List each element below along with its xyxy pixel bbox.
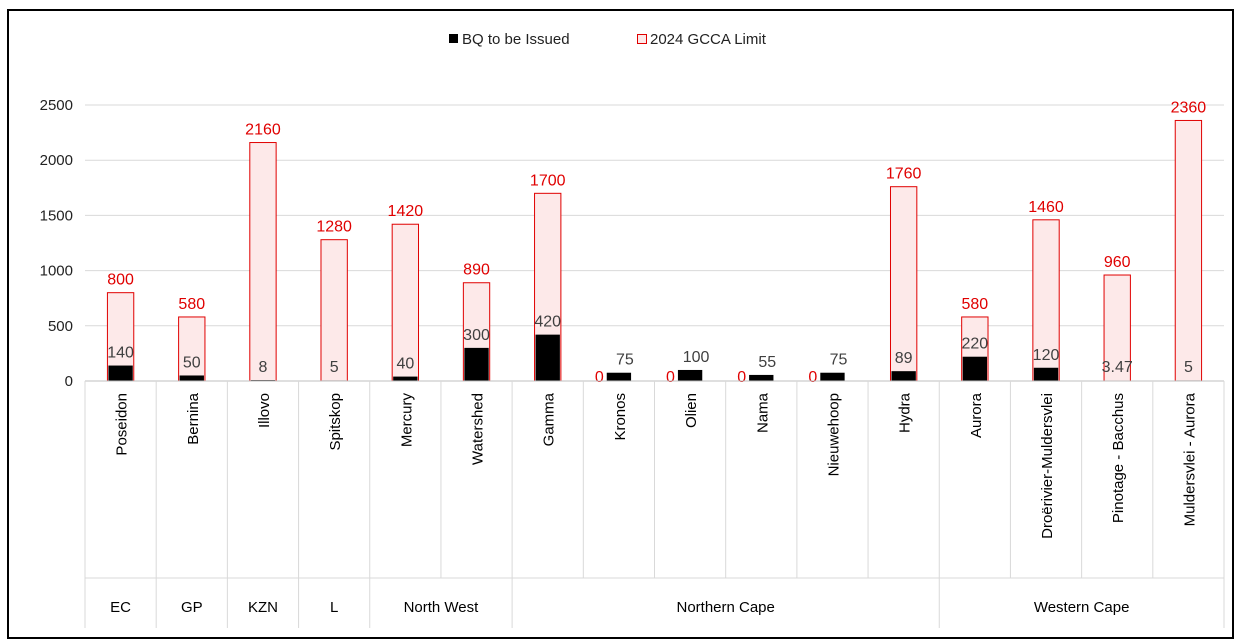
data-label-gcca: 1460 [1028,199,1064,216]
data-label-gcca: 2360 [1171,99,1207,116]
data-label-gcca: 1700 [530,172,566,189]
x-category-label: Nieuwehoop [825,393,842,476]
x-category-label: Bernina [185,392,202,444]
x-group-label: North West [404,599,480,616]
x-category-label: Hydra [897,392,914,433]
legend-label-bq: BQ to be Issued [462,31,570,48]
data-label-gcca: 890 [463,262,490,279]
data-label-bq: 300 [463,327,490,344]
x-category-label: Muldersvlei - Aurora [1181,392,1198,526]
data-label-gcca: 2160 [245,122,281,139]
data-label-bq: 220 [961,336,988,353]
bar-bq-issued [606,372,632,381]
data-label-bq: 100 [683,349,710,366]
x-category-label: Gamma [541,392,558,446]
data-label-bq: 75 [616,352,634,369]
y-tick-label: 500 [48,318,73,335]
data-label-bq: 420 [534,314,561,331]
bar-gcca-limit [249,142,277,382]
x-category-label: Nama [754,392,771,433]
bar-bq-issued [1033,367,1059,381]
bar-bq-issued [962,356,988,381]
data-label-bq: 3.47 [1102,359,1133,376]
x-category-label: Poseidon [114,393,131,456]
data-label-gcca: 0 [808,369,817,386]
data-label-bq: 8 [259,359,268,376]
y-tick-label: 1500 [40,207,73,224]
data-label-gcca: 1280 [316,219,352,236]
data-labels: 8001405805021608128051420408903001700420… [107,99,1206,386]
bar-bq-issued [393,376,418,381]
x-category-label: Aurora [968,392,985,438]
data-label-bq: 5 [330,359,339,376]
x-category-label: Droërivier-Muldersvlei [1039,393,1056,539]
data-label-bq: 140 [107,345,134,362]
legend: BQ to be Issued 2024 GCCA Limit [449,31,767,48]
data-label-gcca: 0 [666,369,675,386]
x-category-label: Kronos [612,393,629,441]
y-tick-label: 2500 [40,97,73,114]
x-group-label: Northern Cape [676,599,774,616]
y-tick-label: 1000 [40,263,73,280]
data-label-bq: 75 [830,352,848,369]
bar-bq-issued [820,372,845,381]
chart-frame: BQ to be Issued 2024 GCCA Limit 0 500 1000… [7,9,1234,639]
data-label-gcca: 0 [737,369,746,386]
bar-bq-issued [677,369,703,381]
x-category-label: Mercury [398,393,415,448]
x-category-label: Pinotage - Bacchus [1110,393,1127,523]
y-tick-label: 2000 [40,152,73,169]
data-label-gcca: 0 [595,369,604,386]
y-tick-label: 0 [65,373,73,390]
bar-bq-issued [749,374,774,381]
data-label-gcca: 960 [1104,254,1131,271]
legend-swatch-gcca [637,34,647,44]
bar-bq-issued [179,375,204,381]
x-category-label: Olien [683,393,700,428]
bar-bq-issued [464,347,489,381]
data-label-bq: 120 [1033,347,1060,364]
y-axis: 0 500 1000 1500 2000 2500 [40,97,73,390]
x-category-label: Illovo [256,393,273,428]
x-group-label: GP [181,599,203,616]
data-label-bq: 50 [183,354,201,371]
x-axis: Poseidon Bernina Illovo Spitskop Mercury Wate… [84,380,1225,628]
bar-gcca-limit [889,186,918,382]
x-category-label: Watershed [470,393,487,465]
bar-bq-issued [535,334,560,381]
x-group-label: EC [110,599,131,616]
bar-chart: BQ to be Issued 2024 GCCA Limit 05001000… [40,31,1225,628]
x-group-label: L [330,599,338,616]
x-group-label: KZN [248,599,278,616]
x-category-label: Spitskop [327,393,344,451]
data-label-gcca: 580 [178,296,205,313]
data-label-bq: 55 [758,354,776,371]
legend-swatch-bq [449,34,458,43]
data-label-bq: 89 [895,350,913,367]
bar-bq-issued [891,371,916,381]
data-label-gcca: 1420 [388,203,424,220]
bar-gcca-limit [1103,274,1131,382]
bar-bq-issued [108,365,133,381]
data-label-bq: 40 [396,356,414,373]
data-label-gcca: 1760 [886,166,922,183]
bar-gcca-limit [1174,119,1203,382]
data-label-gcca: 800 [107,272,134,289]
bars [106,119,1203,382]
data-label-gcca: 580 [961,296,988,313]
legend-label-gcca: 2024 GCCA Limit [650,31,767,48]
x-group-label: Western Cape [1034,599,1130,616]
data-label-bq: 5 [1184,359,1193,376]
